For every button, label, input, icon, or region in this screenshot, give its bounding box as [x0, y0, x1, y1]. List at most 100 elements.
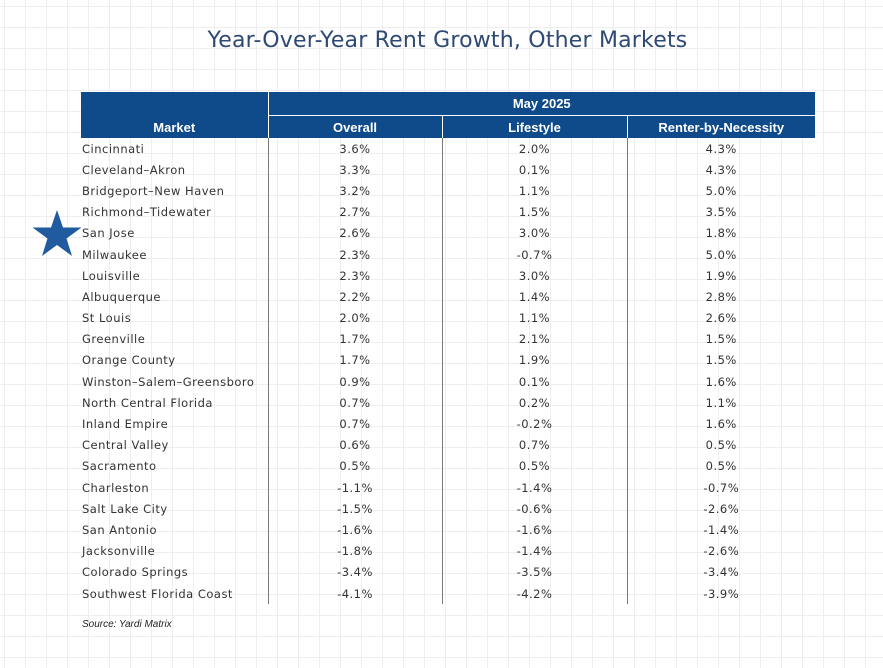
overall-cell: -1.5%: [267, 498, 442, 520]
overall-cell: 0.6%: [267, 434, 442, 456]
overall-cell: -3.4%: [267, 561, 442, 583]
chart-title: Year-Over-Year Rent Growth, Other Market…: [207, 28, 688, 53]
renter-by-necessity-cell: 0.5%: [626, 434, 816, 456]
overall-cell: 1.7%: [267, 328, 442, 350]
lifestyle-cell: -1.4%: [441, 477, 627, 499]
renter-by-necessity-cell: 5.0%: [626, 243, 816, 266]
lifestyle-cell: 1.9%: [441, 349, 627, 372]
market-cell: Jacksonville: [82, 544, 156, 559]
overall-cell: 2.2%: [267, 286, 442, 308]
table-row: Winston–Salem–Greensboro 0.9% 0.1% 1.6%: [81, 371, 816, 393]
market-cell: Greenville: [82, 332, 146, 347]
renter-by-necessity-cell: -1.4%: [626, 519, 816, 541]
renter-by-necessity-cell: 5.0%: [626, 180, 816, 202]
market-cell: Salt Lake City: [82, 501, 168, 516]
market-cell: Louisville: [82, 268, 141, 283]
renter-by-necessity-cell: -3.4%: [626, 561, 816, 583]
table-row: Orange County 1.7% 1.9% 1.5%: [81, 349, 816, 372]
table-row: Salt Lake City -1.5% -0.6% -2.6%: [81, 498, 816, 520]
lifestyle-cell: -4.2%: [441, 582, 627, 605]
renter-by-necessity-cell: 1.6%: [626, 413, 816, 435]
overall-cell: -4.1%: [267, 582, 442, 605]
renter-by-necessity-cell: 1.5%: [626, 328, 816, 350]
renter-by-necessity-cell: -2.6%: [626, 540, 816, 562]
table-row: Cincinnati 3.6% 2.0% 4.3%: [81, 138, 816, 160]
renter-by-necessity-cell: -2.6%: [626, 498, 816, 520]
table-body: Cincinnati 3.6% 2.0% 4.3% Cleveland–Akron 3.3…: [81, 138, 816, 605]
overall-cell: 3.2%: [267, 180, 442, 202]
table-row: Richmond–Tidewater 2.7% 1.5% 3.5%: [81, 201, 816, 223]
star-icon: [32, 210, 82, 256]
table-row: Cleveland–Akron 3.3% 0.1% 4.3%: [81, 159, 816, 181]
market-cell: Richmond–Tidewater: [82, 205, 212, 220]
overall-cell: -1.8%: [267, 540, 442, 562]
renter-by-necessity-cell: 1.5%: [626, 349, 816, 372]
renter-by-necessity-cell: -3.9%: [626, 582, 816, 605]
overall-cell: 0.5%: [267, 455, 442, 477]
lifestyle-cell: 0.1%: [441, 159, 627, 181]
lifestyle-cell: 3.0%: [441, 222, 627, 244]
overall-cell: 0.7%: [267, 413, 442, 435]
lifestyle-cell: -3.5%: [441, 561, 627, 583]
market-cell: Orange County: [82, 353, 176, 368]
header-market: Market: [81, 92, 268, 138]
table-row: Southwest Florida Coast -4.1% -4.2% -3.9%: [81, 582, 816, 605]
overall-cell: 0.9%: [267, 371, 442, 393]
table-row: Colorado Springs -3.4% -3.5% -3.4%: [81, 561, 816, 583]
market-cell: Albuquerque: [82, 289, 162, 304]
renter-by-necessity-cell: -0.7%: [626, 477, 816, 499]
overall-cell: -1.1%: [267, 477, 442, 499]
table-row: Milwaukee 2.3% -0.7% 5.0%: [81, 243, 816, 266]
renter-by-necessity-cell: 1.1%: [626, 392, 816, 414]
overall-cell: 3.3%: [267, 159, 442, 181]
renter-by-necessity-cell: 2.8%: [626, 286, 816, 308]
lifestyle-cell: 0.1%: [441, 371, 627, 393]
lifestyle-cell: -1.4%: [441, 540, 627, 562]
table-row: Louisville 2.3% 3.0% 1.9%: [81, 265, 816, 287]
overall-cell: -1.6%: [267, 519, 442, 541]
header-renter-by-necessity: Renter-by-Necessity: [626, 115, 816, 138]
market-cell: Cleveland–Akron: [82, 162, 186, 177]
overall-cell: 0.7%: [267, 392, 442, 414]
table-row: Jacksonville -1.8% -1.4% -2.6%: [81, 540, 816, 562]
renter-by-necessity-cell: 1.9%: [626, 265, 816, 287]
market-cell: North Central Florida: [82, 395, 213, 410]
lifestyle-cell: 2.0%: [441, 138, 627, 160]
lifestyle-cell: 0.7%: [441, 434, 627, 456]
header-lifestyle: Lifestyle: [441, 115, 627, 138]
lifestyle-cell: 1.1%: [441, 180, 627, 202]
header-overall: Overall: [267, 115, 442, 138]
market-cell: San Antonio: [82, 522, 158, 537]
market-cell: Milwaukee: [82, 247, 147, 262]
market-cell: San Jose: [82, 226, 135, 241]
market-cell: Charleston: [82, 480, 150, 495]
renter-by-necessity-cell: 4.3%: [626, 138, 816, 160]
table-row: North Central Florida 0.7% 0.2% 1.1%: [81, 392, 816, 414]
lifestyle-cell: 1.4%: [441, 286, 627, 308]
lifestyle-cell: 2.1%: [441, 328, 627, 350]
renter-by-necessity-cell: 4.3%: [626, 159, 816, 181]
table-row: Charleston -1.1% -1.4% -0.7%: [81, 477, 816, 499]
lifestyle-cell: 1.5%: [441, 201, 627, 223]
table-row: San Jose 2.6% 3.0% 1.8%: [81, 222, 816, 244]
header-period: May 2025: [267, 92, 816, 116]
renter-by-necessity-cell: 3.5%: [626, 201, 816, 223]
table-row: Inland Empire 0.7% -0.2% 1.6%: [81, 413, 816, 435]
lifestyle-cell: -0.2%: [441, 413, 627, 435]
overall-cell: 2.3%: [267, 265, 442, 287]
table-row: San Antonio -1.6% -1.6% -1.4%: [81, 519, 816, 541]
market-cell: Winston–Salem–Greensboro: [82, 374, 255, 389]
overall-cell: 1.7%: [267, 349, 442, 372]
table-row: Sacramento 0.5% 0.5% 0.5%: [81, 455, 816, 477]
renter-by-necessity-cell: 1.6%: [626, 371, 816, 393]
overall-cell: 2.3%: [267, 243, 442, 266]
overall-cell: 3.6%: [267, 138, 442, 160]
table-row: Greenville 1.7% 2.1% 1.5%: [81, 328, 816, 350]
lifestyle-cell: -0.6%: [441, 498, 627, 520]
market-cell: Cincinnati: [82, 141, 145, 156]
market-cell: Inland Empire: [82, 417, 169, 432]
renter-by-necessity-cell: 0.5%: [626, 455, 816, 477]
lifestyle-cell: 0.5%: [441, 455, 627, 477]
market-cell: Colorado Springs: [82, 565, 189, 580]
market-cell: Central Valley: [82, 438, 169, 453]
